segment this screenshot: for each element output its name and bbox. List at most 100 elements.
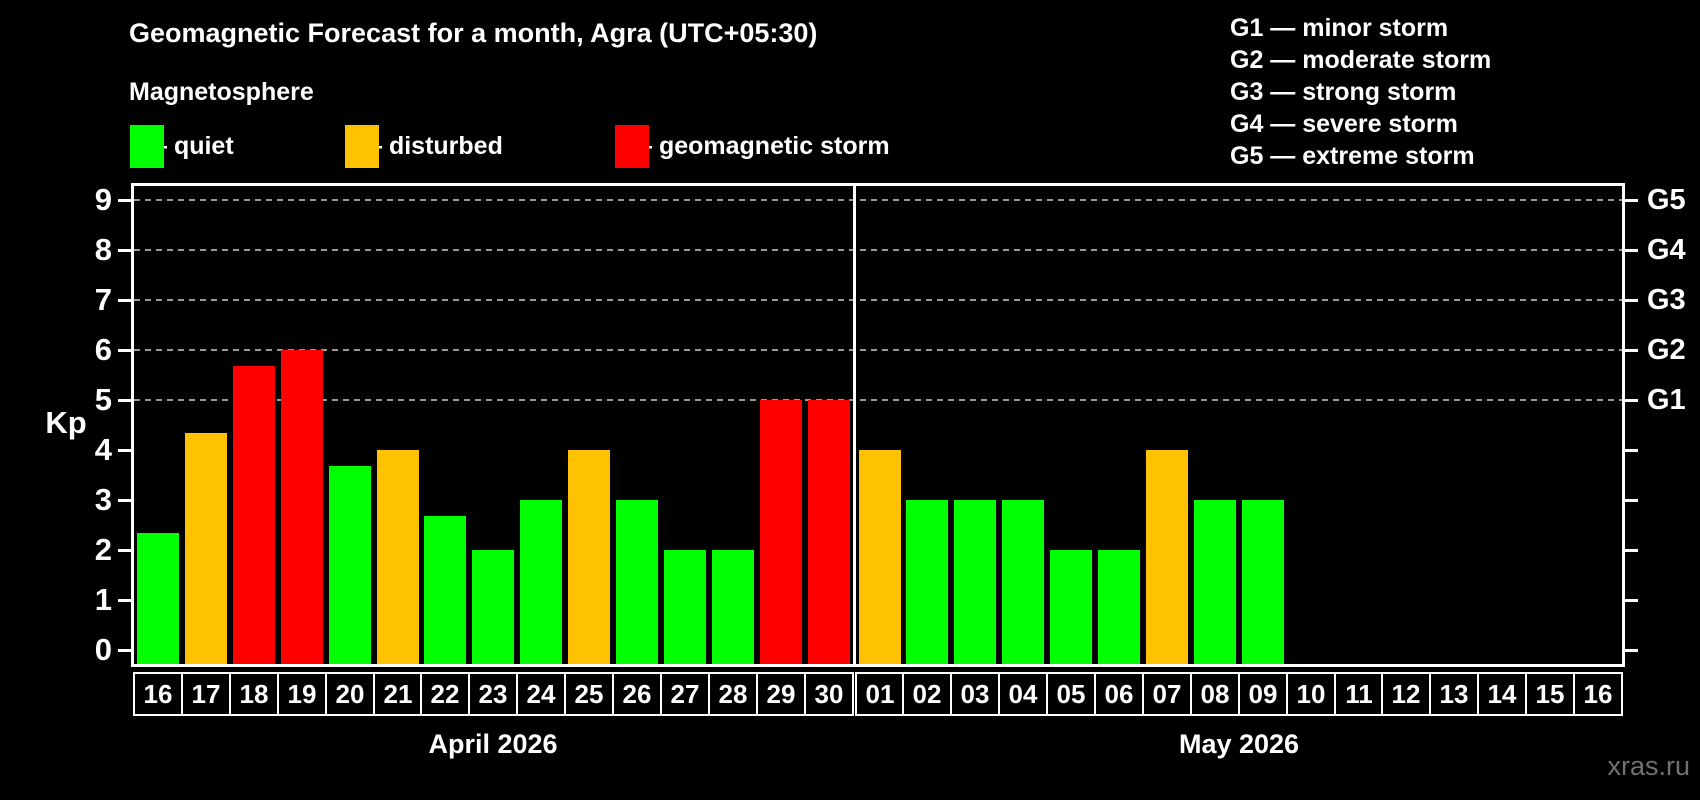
- day-label-24: 24: [516, 672, 566, 716]
- legend-item-quiet: — quiet: [130, 125, 234, 168]
- day-label-15: 15: [1525, 672, 1575, 716]
- day-label-02: 02: [902, 672, 952, 716]
- g-tick-label-G2: G2: [1647, 334, 1686, 366]
- month-label-0: April 2026: [428, 729, 558, 759]
- y-tick-label-2: 2: [94, 532, 112, 567]
- bar-day-april-28: [712, 550, 754, 664]
- day-label-28: 28: [708, 672, 758, 716]
- day-label-14: 14: [1477, 672, 1527, 716]
- left-tick-5: [118, 399, 131, 402]
- day-label-04: 04: [998, 672, 1048, 716]
- legend-item-disturbed: — disturbed: [345, 125, 503, 168]
- storm-swatch: [615, 125, 649, 168]
- bar-day-may-02: [906, 500, 948, 664]
- day-label-23: 23: [468, 672, 518, 716]
- bar-day-may-04: [1002, 500, 1044, 664]
- bar-day-april-21: [377, 450, 419, 664]
- day-label-12: 12: [1381, 672, 1431, 716]
- day-label-30: 30: [804, 672, 854, 716]
- right-tick-7: [1625, 299, 1638, 302]
- right-tick-5: [1625, 399, 1638, 402]
- legend-item-storm: — geomagnetic storm: [615, 125, 890, 168]
- day-label-17: 17: [181, 672, 231, 716]
- gridline-kp7: [134, 299, 1622, 301]
- day-label-06: 06: [1094, 672, 1144, 716]
- right-tick-9: [1625, 199, 1638, 202]
- gridline-kp8: [134, 249, 1622, 251]
- g-tick-label-G3: G3: [1647, 284, 1686, 316]
- right-tick-0: [1625, 649, 1638, 652]
- day-label-29: 29: [756, 672, 806, 716]
- g-tick-label-G5: G5: [1647, 184, 1686, 216]
- day-label-18: 18: [229, 672, 279, 716]
- right-tick-4: [1625, 449, 1638, 452]
- day-label-21: 21: [373, 672, 423, 716]
- left-tick-2: [118, 549, 131, 552]
- bar-day-april-25: [568, 450, 610, 664]
- bar-day-april-22: [424, 516, 466, 664]
- day-label-05: 05: [1046, 672, 1096, 716]
- bar-day-april-16: [137, 533, 179, 664]
- day-label-07: 07: [1142, 672, 1192, 716]
- y-tick-label-5: 5: [94, 382, 112, 417]
- g-legend-line-4: G4 — severe storm: [1230, 110, 1458, 138]
- day-label-27: 27: [660, 672, 710, 716]
- day-label-11: 11: [1334, 672, 1384, 716]
- y-tick-label-6: 6: [94, 332, 112, 367]
- bar-day-april-30: [808, 400, 850, 664]
- left-tick-1: [118, 599, 131, 602]
- y-tick-label-3: 3: [94, 482, 112, 517]
- right-tick-3: [1625, 499, 1638, 502]
- y-tick-label-1: 1: [94, 582, 112, 617]
- plot-area: [131, 183, 1625, 667]
- bar-day-april-29: [760, 400, 802, 664]
- g-tick-label-G4: G4: [1647, 234, 1686, 266]
- day-label-10: 10: [1286, 672, 1336, 716]
- right-tick-6: [1625, 349, 1638, 352]
- day-label-03: 03: [950, 672, 1000, 716]
- day-label-19: 19: [277, 672, 327, 716]
- y-tick-label-8: 8: [94, 232, 112, 267]
- y-tick-label-9: 9: [94, 182, 112, 217]
- day-label-16: 16: [1573, 672, 1623, 716]
- magnetosphere-label: Magnetosphere: [129, 78, 314, 106]
- day-label-08: 08: [1190, 672, 1240, 716]
- day-label-25: 25: [564, 672, 614, 716]
- day-label-09: 09: [1238, 672, 1288, 716]
- y-axis-title: Kp: [45, 405, 87, 440]
- g-legend-line-1: G1 — minor storm: [1230, 14, 1449, 42]
- day-label-13: 13: [1429, 672, 1479, 716]
- bar-day-may-06: [1098, 550, 1140, 664]
- bar-day-may-07: [1146, 450, 1188, 664]
- g-legend-line-2: G2 — moderate storm: [1230, 46, 1492, 74]
- g-legend-line-5: G5 — extreme storm: [1230, 142, 1475, 170]
- bar-day-april-27: [664, 550, 706, 664]
- bar-day-may-09: [1242, 500, 1284, 664]
- bar-day-april-20: [329, 466, 371, 664]
- watermark: xras.ru: [1607, 751, 1690, 781]
- y-tick-label-7: 7: [94, 282, 112, 317]
- left-tick-8: [118, 249, 131, 252]
- day-label-26: 26: [612, 672, 662, 716]
- bar-day-april-23: [472, 550, 514, 664]
- left-tick-0: [118, 649, 131, 652]
- day-label-22: 22: [420, 672, 470, 716]
- right-tick-8: [1625, 249, 1638, 252]
- disturbed-swatch: [345, 125, 379, 168]
- legend-label-storm: — geomagnetic storm: [627, 132, 890, 160]
- right-tick-2: [1625, 549, 1638, 552]
- bar-day-may-05: [1050, 550, 1092, 664]
- month-separator: [853, 186, 856, 664]
- gridline-kp5: [134, 399, 1622, 401]
- legend-label-disturbed: — disturbed: [357, 132, 503, 160]
- gridline-kp9: [134, 199, 1622, 201]
- y-tick-label-4: 4: [94, 432, 112, 467]
- bar-day-april-17: [185, 433, 227, 664]
- quiet-swatch: [130, 125, 164, 168]
- g-tick-label-G1: G1: [1647, 384, 1686, 416]
- g-scale-legend: G1 — minor storm G2 — moderate storm G3 — …: [1230, 12, 1491, 172]
- left-tick-9: [118, 199, 131, 202]
- left-tick-7: [118, 299, 131, 302]
- gridline-kp6: [134, 349, 1622, 351]
